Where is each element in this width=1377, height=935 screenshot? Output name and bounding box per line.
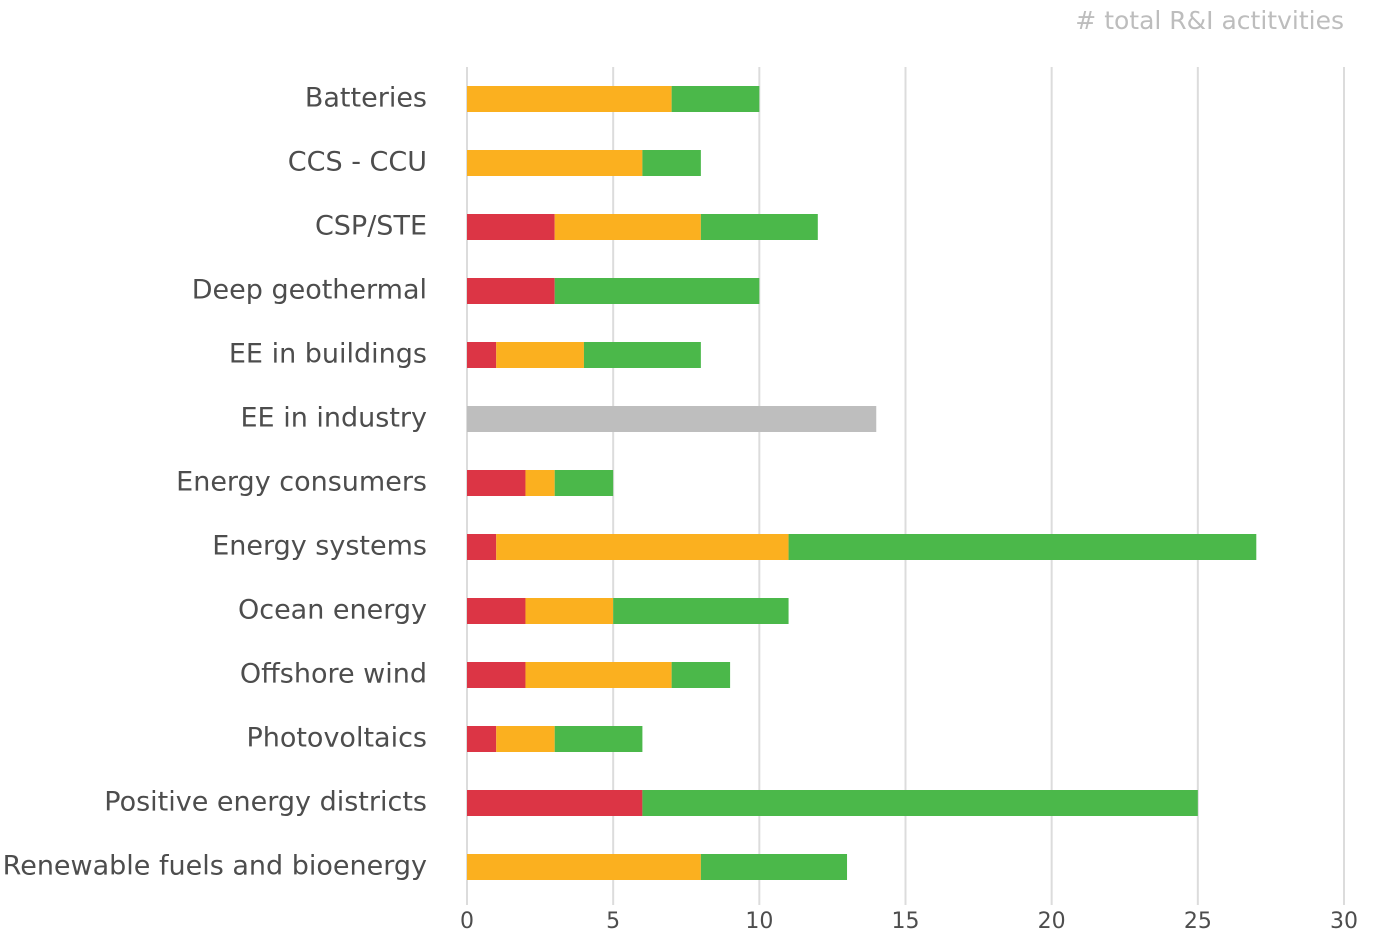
bar-segment [467, 470, 526, 496]
y-tick-label: EE in buildings [229, 339, 427, 370]
y-tick-label: Energy consumers [176, 467, 427, 498]
bar-segment [467, 534, 497, 560]
y-tick-label: Photovoltaics [246, 723, 427, 754]
bar-segment [467, 406, 877, 432]
bar-segment [554, 470, 614, 496]
bar-segment [554, 214, 701, 240]
bar-segment [671, 86, 760, 112]
bar-segment [467, 86, 672, 112]
y-tick-label: CCS - CCU [288, 147, 427, 178]
y-tick-label: EE in industry [241, 403, 428, 434]
x-tick-label: 20 [1038, 909, 1066, 934]
y-tick-label: Ocean energy [238, 595, 427, 626]
bar-segment [467, 726, 497, 752]
y-tick-label: Renewable fuels and bioenergy [3, 851, 427, 882]
bar-segment [788, 534, 1257, 560]
y-tick-label: Energy systems [212, 531, 427, 562]
bar-segment [700, 854, 848, 880]
bar-segment [583, 342, 701, 368]
bar-segment [496, 342, 584, 368]
bar-segment [525, 598, 614, 624]
x-tick-label: 25 [1184, 909, 1212, 934]
bar-segment [613, 598, 789, 624]
axis-label: # total R&I actitvities [1075, 6, 1344, 35]
x-tick-label: 30 [1330, 909, 1358, 934]
bar-segment [467, 342, 497, 368]
bar-segment [525, 470, 555, 496]
bar-segment [554, 278, 760, 304]
bar-segment [467, 278, 555, 304]
x-tick-label: 5 [606, 909, 620, 934]
bar-segment [642, 790, 1198, 816]
x-tick-label: 10 [745, 909, 773, 934]
bar-segment [467, 214, 555, 240]
bar-segment [554, 726, 643, 752]
bar-segment [642, 150, 701, 176]
bar-segment [467, 598, 526, 624]
x-tick-label: 0 [460, 909, 474, 934]
bar-segment [671, 662, 731, 688]
bar-segment [700, 214, 818, 240]
bar-segment [467, 790, 643, 816]
bar-segment [467, 150, 643, 176]
bar-segment [525, 662, 672, 688]
y-tick-label: Positive energy districts [104, 787, 427, 818]
bar-segment [496, 726, 555, 752]
x-tick-label: 15 [892, 909, 920, 934]
y-tick-label: Batteries [305, 83, 427, 114]
y-tick-label: Offshore wind [240, 659, 427, 690]
bar-segment [467, 854, 701, 880]
y-tick-label: CSP/STE [315, 211, 427, 242]
bar-segment [467, 662, 526, 688]
bar-segment [496, 534, 789, 560]
y-tick-label: Deep geothermal [192, 275, 427, 306]
